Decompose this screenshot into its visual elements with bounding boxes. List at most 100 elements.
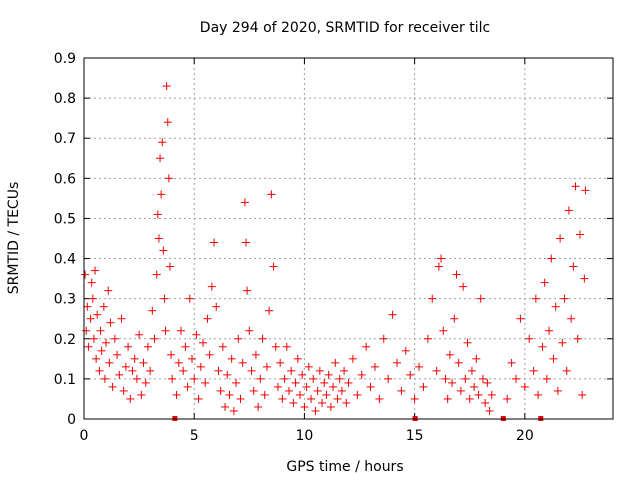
data-point — [188, 354, 197, 363]
data-point — [452, 270, 461, 279]
data-point — [487, 390, 496, 399]
data-point — [199, 338, 208, 347]
data-point — [520, 382, 529, 391]
data-point — [223, 370, 232, 379]
data-point — [370, 362, 379, 371]
data-point — [342, 398, 351, 407]
y-tick-label: 0.5 — [54, 211, 76, 227]
data-point — [143, 342, 152, 351]
data-point — [397, 386, 406, 395]
data-point — [481, 398, 490, 407]
data-point — [289, 398, 298, 407]
data-point — [560, 294, 569, 303]
y-tick-label: 0.4 — [54, 252, 76, 268]
data-point — [265, 306, 274, 315]
data-point — [304, 362, 313, 371]
data-point — [512, 374, 521, 383]
data-point — [221, 402, 230, 411]
data-point — [384, 374, 393, 383]
data-point — [525, 334, 534, 343]
data-point — [419, 382, 428, 391]
data-point — [258, 334, 267, 343]
data-point — [474, 390, 483, 399]
data-point — [445, 350, 454, 359]
data-point — [141, 378, 150, 387]
data-point — [476, 294, 485, 303]
data-point — [309, 374, 318, 383]
data-point — [152, 270, 161, 279]
data-point — [207, 282, 216, 291]
data-point — [459, 282, 468, 291]
data-point — [238, 358, 247, 367]
data-point — [388, 310, 397, 319]
data-point — [575, 230, 584, 239]
data-point — [415, 362, 424, 371]
data-point — [443, 394, 452, 403]
data-point — [470, 382, 479, 391]
data-point — [154, 234, 163, 243]
data-point — [461, 374, 470, 383]
data-point — [362, 342, 371, 351]
data-point — [86, 314, 95, 323]
data-point — [410, 394, 419, 403]
data-point — [137, 390, 146, 399]
data-point — [331, 358, 340, 367]
x-axis-label: GPS time / hours — [286, 459, 403, 475]
data-point — [318, 398, 327, 407]
data-point — [567, 314, 576, 323]
data-point — [117, 314, 126, 323]
data-point — [91, 266, 100, 275]
data-point — [329, 382, 338, 391]
x-tick-label: 10 — [296, 428, 314, 444]
data-point — [104, 286, 113, 295]
data-point — [201, 378, 210, 387]
data-point — [225, 390, 234, 399]
data-point — [158, 138, 167, 147]
data-point — [450, 314, 459, 323]
data-point — [192, 330, 201, 339]
data-point — [472, 354, 481, 363]
data-point — [89, 334, 98, 343]
data-point — [240, 198, 249, 207]
data-point — [97, 346, 106, 355]
data-point — [251, 350, 260, 359]
data-point — [262, 362, 271, 371]
data-point — [553, 386, 562, 395]
data-point — [267, 190, 276, 199]
data-point — [503, 394, 512, 403]
data-point — [128, 366, 137, 375]
data-point — [216, 386, 225, 395]
data-point — [247, 366, 256, 375]
data-point — [260, 390, 269, 399]
grid-lines — [84, 58, 613, 419]
data-point — [163, 118, 172, 127]
y-axis-label: SRMTID / TECUs — [6, 182, 22, 295]
data-point — [108, 382, 117, 391]
data-point — [83, 302, 92, 311]
data-point — [324, 370, 333, 379]
data-point — [326, 402, 335, 411]
data-point — [531, 294, 540, 303]
data-point — [313, 386, 322, 395]
data-point — [236, 394, 245, 403]
data-point — [428, 294, 437, 303]
y-tick-label: 0.7 — [54, 131, 76, 147]
data-point — [168, 374, 177, 383]
data-point — [172, 390, 181, 399]
data-point — [157, 190, 166, 199]
data-point — [249, 386, 258, 395]
data-point — [357, 370, 366, 379]
data-point — [95, 366, 104, 375]
data-point — [392, 358, 401, 367]
data-point — [218, 342, 227, 351]
data-point — [542, 374, 551, 383]
data-point — [269, 262, 278, 271]
data-point — [234, 334, 243, 343]
data-point — [205, 350, 214, 359]
data-point — [243, 286, 252, 295]
x-tick-label: 5 — [190, 428, 199, 444]
data-point — [214, 366, 223, 375]
data-point — [99, 302, 108, 311]
data-point — [353, 390, 362, 399]
